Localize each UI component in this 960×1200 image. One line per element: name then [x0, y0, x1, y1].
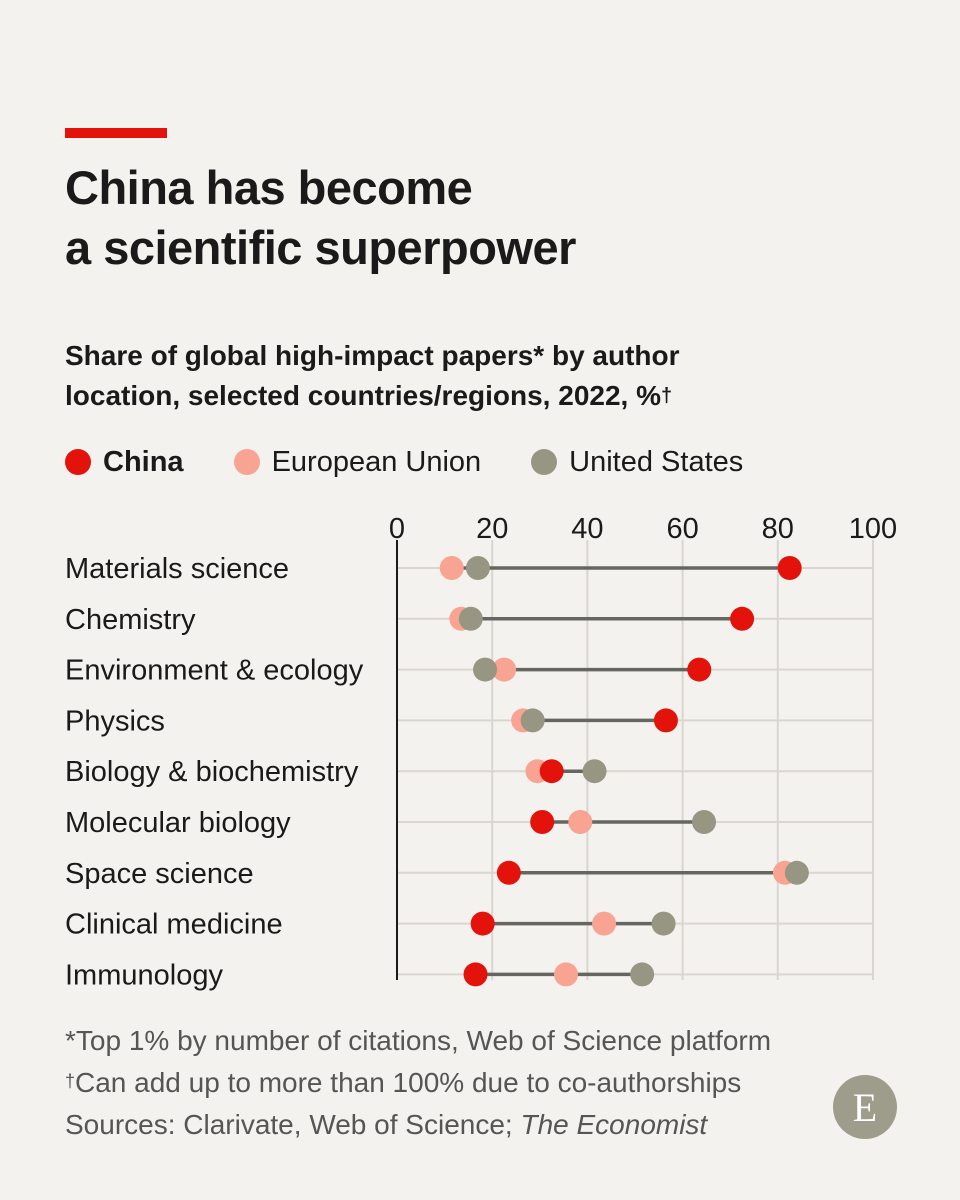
title-line-2: a scientific superpower: [65, 221, 576, 274]
category-label: Clinical medicine: [65, 909, 283, 941]
data-point-united-states: [465, 556, 490, 580]
sources-publication: The Economist: [520, 1109, 708, 1140]
footnote-citations: *Top 1% by number of citations, Web of S…: [65, 1025, 772, 1056]
data-point-china: [539, 759, 564, 784]
data-point-european-union: [568, 810, 593, 834]
data-point-united-states: [651, 911, 676, 936]
data-point-european-union: [439, 556, 464, 580]
footnote-sources: Sources: Clarivate, Web of Science; The …: [65, 1104, 845, 1146]
subtitle-line-1: Share of global high-impact papers* by a…: [65, 340, 680, 371]
data-point-china: [777, 556, 802, 580]
legend-dot-eu: [233, 449, 260, 475]
data-point-united-states: [458, 606, 483, 631]
logo-letter: E: [852, 1084, 878, 1130]
data-point-china: [730, 606, 755, 631]
footnote-dagger: †: [65, 1071, 76, 1091]
legend-label-eu: European Union: [271, 445, 482, 478]
economist-logo: E: [833, 1075, 897, 1139]
data-point-european-union: [592, 911, 617, 936]
data-point-china: [530, 810, 555, 834]
legend: China European Union United States: [65, 440, 793, 484]
subtitle-dagger: †: [660, 385, 673, 407]
legend-label-china: China: [103, 445, 184, 478]
data-point-united-states: [784, 860, 809, 885]
dot-plot-chart: 0 20 40 60 80 100 Materials science Chemistry En…: [65, 513, 897, 991]
title-line-1: China has become: [65, 161, 473, 214]
data-point-china: [470, 911, 495, 936]
data-point-united-states: [630, 962, 655, 987]
legend-dot-china: [65, 449, 91, 475]
x-tick-label: 40: [571, 513, 603, 545]
category-label: Immunology: [65, 959, 223, 991]
legend-item-eu: European Union: [233, 445, 482, 479]
legend-label-us: United States: [569, 445, 744, 478]
data-point-united-states: [520, 708, 545, 733]
subtitle-line-2: location, selected countries/regions, 20…: [65, 380, 661, 411]
legend-item-us: United States: [531, 446, 743, 479]
data-point-united-states: [692, 810, 717, 834]
x-tick-label: 100: [849, 513, 897, 545]
chart-subtitle: Share of global high-impact papers* by a…: [65, 336, 905, 416]
data-point-china: [653, 708, 678, 733]
footnote-coauthorship: †Can add up to more than 100% due to co-…: [65, 1062, 845, 1104]
data-point-united-states: [582, 759, 607, 784]
data-point-united-states: [473, 657, 498, 682]
footnotes: *Top 1% by number of citations, Web of S…: [65, 1020, 845, 1146]
sources-text: Sources: Clarivate, Web of Science;: [65, 1109, 521, 1140]
legend-dot-us: [531, 449, 558, 475]
category-label: Biology & biochemistry: [65, 756, 359, 788]
data-point-european-union: [553, 962, 578, 987]
category-label: Materials science: [65, 553, 289, 585]
category-label: Space science: [65, 858, 254, 890]
data-point-china: [496, 860, 521, 885]
x-tick-label: 80: [762, 513, 794, 545]
category-label: Molecular biology: [65, 807, 291, 839]
legend-item-china: China: [65, 446, 184, 479]
footnote-coauthorship-text: Can add up to more than 100% due to co-a…: [75, 1067, 742, 1098]
x-tick-label: 60: [666, 513, 698, 545]
category-label: Chemistry: [65, 604, 196, 636]
data-point-china: [463, 962, 488, 987]
x-tick-label: 20: [476, 513, 508, 545]
chart-title: China has become a scientific superpower: [65, 158, 885, 278]
x-tick-label: 0: [389, 513, 405, 545]
header-accent-bar: [65, 128, 167, 138]
category-label: Environment & ecology: [65, 655, 364, 687]
category-label: Physics: [65, 705, 165, 737]
data-point-european-union: [492, 657, 517, 682]
data-point-china: [687, 657, 712, 682]
